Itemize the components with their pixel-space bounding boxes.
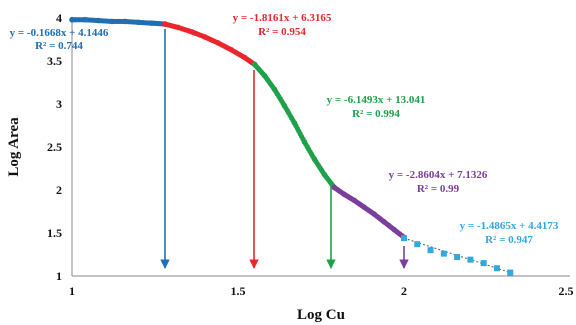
x-tick-label: 1: [69, 284, 75, 298]
breakpoint-arrows: [160, 29, 409, 269]
data-point: [135, 19, 142, 26]
y-tick-label: 1: [56, 269, 62, 283]
y-tick-labels: 1 1.5 2 2.5 3 3.5 4: [47, 11, 62, 283]
x-tick-label: 1.5: [231, 284, 246, 298]
plot-area: [71, 18, 570, 277]
data-point: [261, 72, 268, 79]
data-point: [381, 219, 387, 225]
x-tick-label: 2: [401, 284, 407, 298]
data-point: [202, 34, 208, 40]
trendline-segment: [403, 237, 511, 274]
y-tick-label: 2: [56, 183, 62, 197]
data-point: [351, 197, 358, 204]
data-point: [401, 235, 407, 242]
data-point: [493, 265, 500, 272]
data-point: [361, 204, 367, 210]
data-point: [82, 16, 89, 23]
data-point: [122, 18, 128, 25]
data-point: [440, 250, 447, 257]
y-axis-title: Log Area: [6, 117, 22, 177]
data-point: [507, 269, 514, 276]
data-point: [414, 241, 421, 248]
r2-blue: R² = 0.744: [35, 40, 83, 52]
data-point: [291, 120, 298, 126]
equation-green: y = -6.1493x + 13.041: [327, 94, 426, 106]
y-tick-label: 3.5: [47, 54, 62, 68]
data-points: [69, 16, 514, 276]
data-point: [480, 260, 487, 267]
data-point: [148, 20, 155, 26]
data-point: [331, 184, 338, 191]
data-point: [175, 24, 182, 31]
data-point: [162, 21, 168, 27]
equation-purple: y = -2.8604x + 7.1326: [389, 169, 488, 181]
data-point: [228, 47, 235, 53]
r2-green: R² = 0.994: [352, 108, 400, 120]
y-tick-label: 2.5: [47, 140, 62, 154]
r2-cyan: R² = 0.947: [485, 234, 533, 246]
r2-purple: R² = 0.99: [417, 183, 460, 195]
data-point: [271, 86, 278, 93]
equation-blue: y = -0.1668x + 4.1446: [10, 27, 109, 39]
x-axis-title: Log Cu: [297, 307, 345, 323]
data-point: [241, 54, 248, 61]
y-tick-label: 4: [56, 11, 62, 25]
equation-cyan: y = -1.4865x + 4.4173: [460, 220, 559, 232]
data-point: [281, 102, 288, 109]
x-tick-label: 2.5: [559, 284, 574, 298]
data-point: [69, 16, 75, 23]
data-point: [321, 171, 328, 178]
trendline: [403, 237, 511, 274]
data-point: [391, 226, 397, 233]
data-point: [188, 28, 195, 35]
data-point: [301, 139, 308, 145]
r2-red: R² = 0.954: [258, 26, 306, 38]
x-tick-labels: 1 1.5 2 2.5: [69, 284, 574, 298]
equation-red: y = -1.8161x + 6.3165: [233, 12, 332, 24]
data-point: [427, 247, 434, 254]
data-point: [109, 18, 115, 25]
data-point: [341, 191, 348, 198]
data-point: [251, 61, 258, 68]
data-point: [215, 40, 221, 46]
regression-equations: y = -0.1668x + 4.1446 R² = 0.744 y = -1.…: [10, 12, 559, 246]
y-tick-label: 3: [56, 97, 62, 111]
data-point: [95, 17, 102, 24]
data-point: [454, 254, 461, 261]
data-point: [311, 156, 318, 162]
data-point: [371, 211, 377, 217]
y-tick-label: 1.5: [47, 226, 62, 240]
data-point: [467, 256, 474, 263]
